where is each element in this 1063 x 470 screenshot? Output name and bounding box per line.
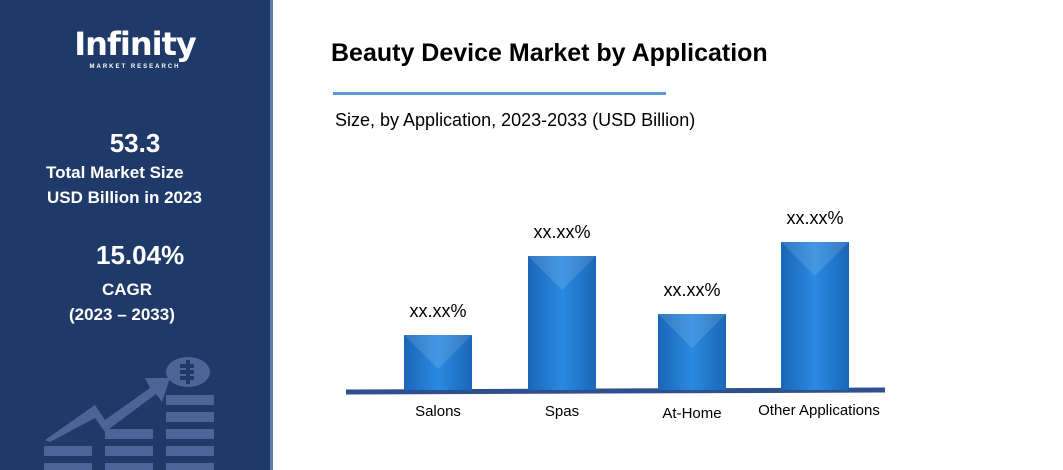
bar-at-home bbox=[658, 314, 726, 390]
x-axis bbox=[345, 387, 886, 395]
bar-bevel bbox=[781, 242, 849, 276]
data-label: xx.xx% bbox=[786, 208, 844, 228]
cagr-label: CAGR bbox=[102, 280, 153, 299]
sidebar: Infinity MARKET RESEARCH 53.3 Total Mark… bbox=[0, 0, 273, 470]
logo-tagline: MARKET RESEARCH bbox=[89, 64, 181, 70]
x-tick-label: Salons bbox=[415, 403, 461, 420]
cagr-value: 15.04% bbox=[96, 240, 185, 270]
x-tick-label: Spas bbox=[544, 403, 580, 420]
bar-bevel bbox=[658, 314, 726, 348]
market-size-value: 53.3 bbox=[109, 128, 161, 158]
title-underline bbox=[333, 92, 666, 95]
growth-chart-icon bbox=[44, 357, 214, 470]
chart-title: Beauty Device Market by Application bbox=[331, 39, 768, 67]
data-label: xx.xx% bbox=[533, 222, 591, 242]
x-tick-label: At-Home bbox=[662, 405, 722, 422]
cagr-period: (2023 – 2033) bbox=[69, 305, 175, 324]
market-size-label: Total Market Size bbox=[46, 163, 184, 182]
bar-bevel bbox=[404, 335, 472, 369]
bar-salons bbox=[404, 335, 472, 390]
market-size-unit: USD Billion in 2023 bbox=[47, 188, 202, 207]
bar-spas bbox=[528, 256, 596, 390]
chart-subtitle: Size, by Application, 2023-2033 (USD Bil… bbox=[335, 110, 696, 130]
bar-bevel bbox=[528, 256, 596, 290]
dollar-sign-icon bbox=[180, 360, 194, 384]
logo-name: Infinity bbox=[74, 25, 196, 63]
bar-other-applications bbox=[781, 242, 849, 390]
data-label: xx.xx% bbox=[663, 280, 721, 300]
x-tick-label: Other Applications bbox=[758, 402, 880, 419]
data-label: xx.xx% bbox=[409, 301, 467, 321]
logo: Infinity MARKET RESEARCH bbox=[0, 26, 270, 71]
